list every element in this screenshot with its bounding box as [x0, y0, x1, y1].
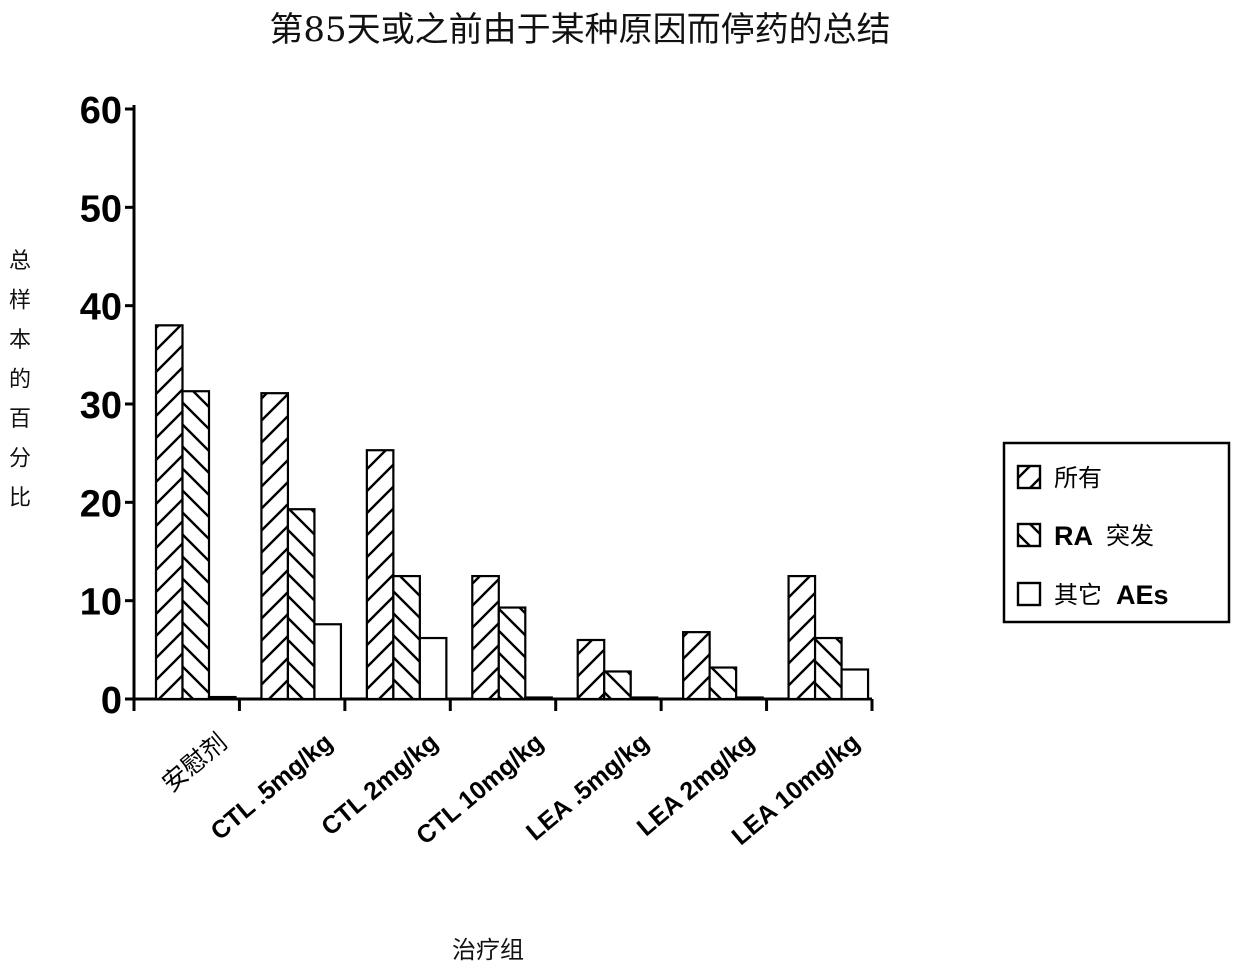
bar [631, 698, 658, 700]
y-tick-label: 50 [80, 188, 122, 230]
chart-title: 第85天或之前由于某种原因而停药的总结 [269, 10, 890, 50]
y-tick-label: 60 [80, 90, 122, 132]
bar [842, 670, 869, 700]
y-tick-label: 20 [80, 483, 122, 525]
bar [710, 668, 737, 699]
legend: 所有 RA 突发其它 AEs [1004, 443, 1229, 622]
bar [604, 671, 631, 699]
y-tick-label: 0 [101, 680, 122, 722]
legend-swatch [1018, 583, 1040, 605]
x-axis [134, 699, 872, 711]
bar [815, 638, 842, 699]
legend-label: AEs [1116, 580, 1169, 610]
bar [683, 632, 710, 699]
bar [314, 624, 341, 699]
bar [261, 393, 288, 699]
bar [789, 576, 816, 699]
bar [736, 698, 763, 700]
legend-label: 其它 [1054, 581, 1102, 609]
bar [525, 698, 552, 700]
legend-label: 所有 [1054, 464, 1102, 492]
y-tick-label: 40 [80, 287, 122, 329]
bar [367, 450, 394, 699]
legend-label: 突发 [1106, 522, 1154, 550]
y-axis: 0 10 20 30 40 50 60 [80, 90, 134, 722]
bar [209, 697, 236, 699]
legend-label: RA [1054, 521, 1093, 551]
y-tick-label: 10 [80, 582, 122, 624]
legend-swatch [1018, 466, 1040, 488]
y-tick-label: 30 [80, 385, 122, 427]
bar [578, 640, 605, 699]
bar [393, 576, 420, 699]
bars [156, 325, 868, 699]
bar [472, 576, 499, 699]
bar [183, 391, 210, 699]
legend-swatch [1018, 524, 1040, 546]
bar [156, 325, 183, 699]
x-tick-labels: 安慰剂CTL .5mg/kgCTL 2mg/kgCTL 10mg/kgLEA .… [156, 727, 865, 850]
y-axis-label: 总样本的百分比 [9, 249, 31, 511]
bar [288, 509, 315, 699]
bar [499, 608, 526, 699]
x-axis-label: 治疗组 [452, 936, 524, 964]
x-tick-label: 安慰剂 [156, 727, 232, 797]
bar [420, 638, 447, 699]
